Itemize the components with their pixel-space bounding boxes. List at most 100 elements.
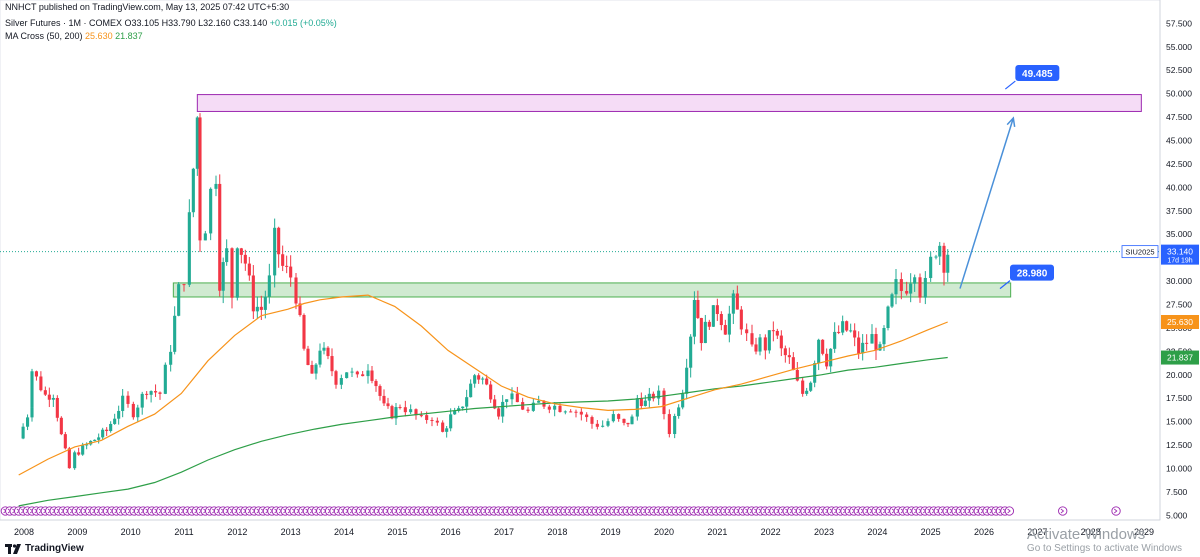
price-tag-box (1161, 315, 1199, 330)
ma-legend[interactable]: MA Cross (50, 200) 25.630 21.837 (5, 31, 143, 41)
candle-body (198, 117, 202, 241)
candle-body (121, 395, 125, 411)
candle-body (923, 277, 927, 298)
ohlc-high: H33.790 (161, 18, 196, 28)
candle (595, 420, 599, 430)
candle (801, 377, 805, 397)
candle-body (489, 384, 493, 400)
price-callout: 28.980 (999, 264, 1054, 290)
candle-body (386, 403, 390, 407)
candle (306, 345, 310, 366)
x-tick-label: 2008 (14, 527, 34, 537)
candle-body (131, 403, 135, 418)
candle (692, 291, 696, 345)
tradingview-brand[interactable]: TradingView (5, 543, 84, 554)
candle (398, 404, 402, 410)
candle-body (703, 321, 707, 344)
candle-body (30, 371, 34, 408)
candle (47, 387, 51, 408)
candle-body (322, 347, 326, 351)
candle-body (390, 406, 394, 419)
candle-body (677, 407, 681, 417)
publish-line: NNHCT published on TradingView.com, May … (5, 2, 290, 12)
x-tick-label: 2029 (1134, 527, 1154, 537)
candle-body (93, 439, 97, 441)
candle (821, 339, 825, 356)
candle-body (681, 393, 685, 408)
candle (67, 446, 71, 469)
candle (606, 418, 610, 428)
candle (26, 414, 30, 431)
candle (783, 345, 787, 363)
resistance-zone (196, 94, 1142, 112)
x-tick-label: 2020 (654, 527, 674, 537)
candle-body (905, 290, 909, 294)
candle (21, 423, 25, 440)
candle-body (73, 452, 77, 469)
candle (929, 252, 933, 282)
candle-body (195, 117, 199, 169)
symbol-legend[interactable]: Silver Futures · 1M · COMEX O33.105 H33.… (5, 18, 337, 28)
candle (149, 390, 153, 403)
candle (497, 406, 501, 420)
candle-body (857, 337, 861, 354)
candle-body (243, 254, 247, 264)
candle (617, 413, 621, 422)
ohlc-open: O33.105 (124, 18, 160, 28)
candle-body (845, 321, 849, 331)
candle (430, 417, 434, 427)
candle (809, 381, 813, 393)
candle (218, 174, 222, 297)
watermark-title: Activate Windows (1026, 526, 1146, 543)
candle (394, 402, 398, 426)
candle-body (34, 371, 38, 377)
candle (39, 371, 43, 392)
candle-body (326, 347, 330, 357)
callout-pointer (1004, 80, 1016, 90)
candle-body (403, 407, 407, 413)
candle-body (783, 348, 787, 356)
x-tick-label: 2012 (227, 527, 247, 537)
candle-body (306, 348, 310, 366)
candle (251, 265, 255, 320)
candle (203, 230, 207, 241)
x-tick-label: 2010 (121, 527, 141, 537)
candle-body (861, 342, 865, 354)
candle-body (273, 227, 277, 276)
candle-body (574, 411, 578, 413)
candle-body (378, 386, 382, 396)
candle-body (699, 317, 703, 344)
candle (105, 427, 109, 436)
candle-body (813, 363, 817, 383)
candle (886, 305, 890, 331)
candle-body (795, 369, 799, 381)
candle (874, 327, 878, 361)
candle-body (537, 400, 541, 403)
candle-body (878, 344, 882, 351)
candle-body (929, 256, 933, 278)
candle (243, 249, 247, 271)
candle-body (117, 410, 121, 419)
candle-body (837, 331, 841, 333)
candle (173, 306, 177, 355)
candle (626, 422, 630, 428)
candle-body (267, 275, 271, 297)
candle-body (355, 371, 359, 375)
y-tick-label: 37.500 (1166, 206, 1192, 216)
candle (711, 305, 715, 328)
candle-body (203, 233, 207, 241)
candle-body (821, 339, 825, 354)
candle-body (946, 254, 950, 273)
ma-50-line (18, 294, 948, 476)
candle-body (457, 408, 461, 411)
candle-body (606, 421, 610, 426)
candle (191, 167, 195, 218)
candle (409, 404, 413, 415)
x-tick-label: 2014 (334, 527, 354, 537)
candle-body (81, 445, 85, 455)
candle-body (469, 383, 473, 398)
candle (775, 328, 779, 340)
x-tick-label: 2022 (761, 527, 781, 537)
event-marker-chevron (1060, 508, 1065, 514)
